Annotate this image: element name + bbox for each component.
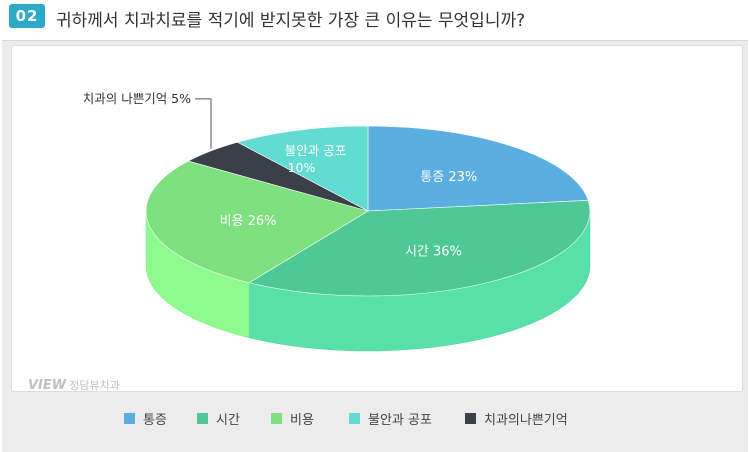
pie-slice-5: [236, 125, 369, 212]
legend-swatch: [465, 412, 476, 424]
question-header: 02 귀하께서 치과치료를 적기에 받지못한 가장 큰 이유는 무엇입니까?: [0, 0, 750, 34]
chart-area: 통증 23% 시간 36% 비용 26% 치과의 나쁜기억 5% 불안과 공포 10% V…: [11, 45, 743, 393]
legend-item: 시간: [197, 409, 240, 428]
legend-label: 치과의나쁜기억: [484, 412, 568, 428]
data-label: 불안과 공포: [285, 143, 346, 158]
legend-swatch: [124, 412, 135, 424]
legend-item: 치과의나쁜기억: [465, 409, 568, 428]
legend-swatch: [349, 412, 360, 424]
data-label: 시간 36%: [405, 244, 462, 259]
watermark-brand: VIEW: [28, 378, 67, 393]
leader-line: [195, 98, 212, 149]
legend-item: 통증: [124, 409, 167, 428]
pie-data-labels: 통증 23% 시간 36% 비용 26% 치과의 나쁜기억 5% 불안과 공포 10%: [83, 91, 477, 260]
legend-label: 통증: [143, 412, 167, 428]
data-label-value: 10%: [288, 160, 316, 175]
pie-slice-3: [145, 160, 369, 284]
data-label: 치과의 나쁜기억 5%: [83, 91, 191, 106]
pie-slices: [145, 125, 591, 297]
data-label: 비용 26%: [220, 214, 277, 229]
watermark: VIEW 정담뷰치과: [28, 377, 120, 393]
legend-swatch: [197, 412, 208, 424]
pie-slice-2: [248, 200, 591, 297]
legend-swatch: [271, 412, 282, 424]
legend-item: 불안과 공포: [349, 409, 432, 428]
question-title: 귀하께서 치과치료를 적기에 받지못한 가장 큰 이유는 무엇입니까?: [56, 11, 526, 31]
chart-panel: 통증 23% 시간 36% 비용 26% 치과의 나쁜기억 5% 불안과 공포 10% V…: [2, 40, 748, 452]
chart-legend: 통증 시간 비용 불안과 공포 치과의나쁜기억: [0, 403, 750, 433]
legend-item: 비용: [271, 409, 314, 428]
pie-chart: 통증 23% 시간 36% 비용 26% 치과의 나쁜기억 5% 불안과 공포 10%: [83, 91, 591, 352]
legend-label: 불안과 공포: [368, 412, 432, 428]
data-label: 통증 23%: [420, 170, 477, 185]
legend-label: 비용: [290, 412, 314, 428]
legend-label: 시간: [216, 412, 240, 428]
question-number-badge: 02: [9, 4, 45, 28]
pie-slice-1: [367, 125, 589, 212]
watermark-text: 정담뷰치과: [69, 379, 120, 392]
